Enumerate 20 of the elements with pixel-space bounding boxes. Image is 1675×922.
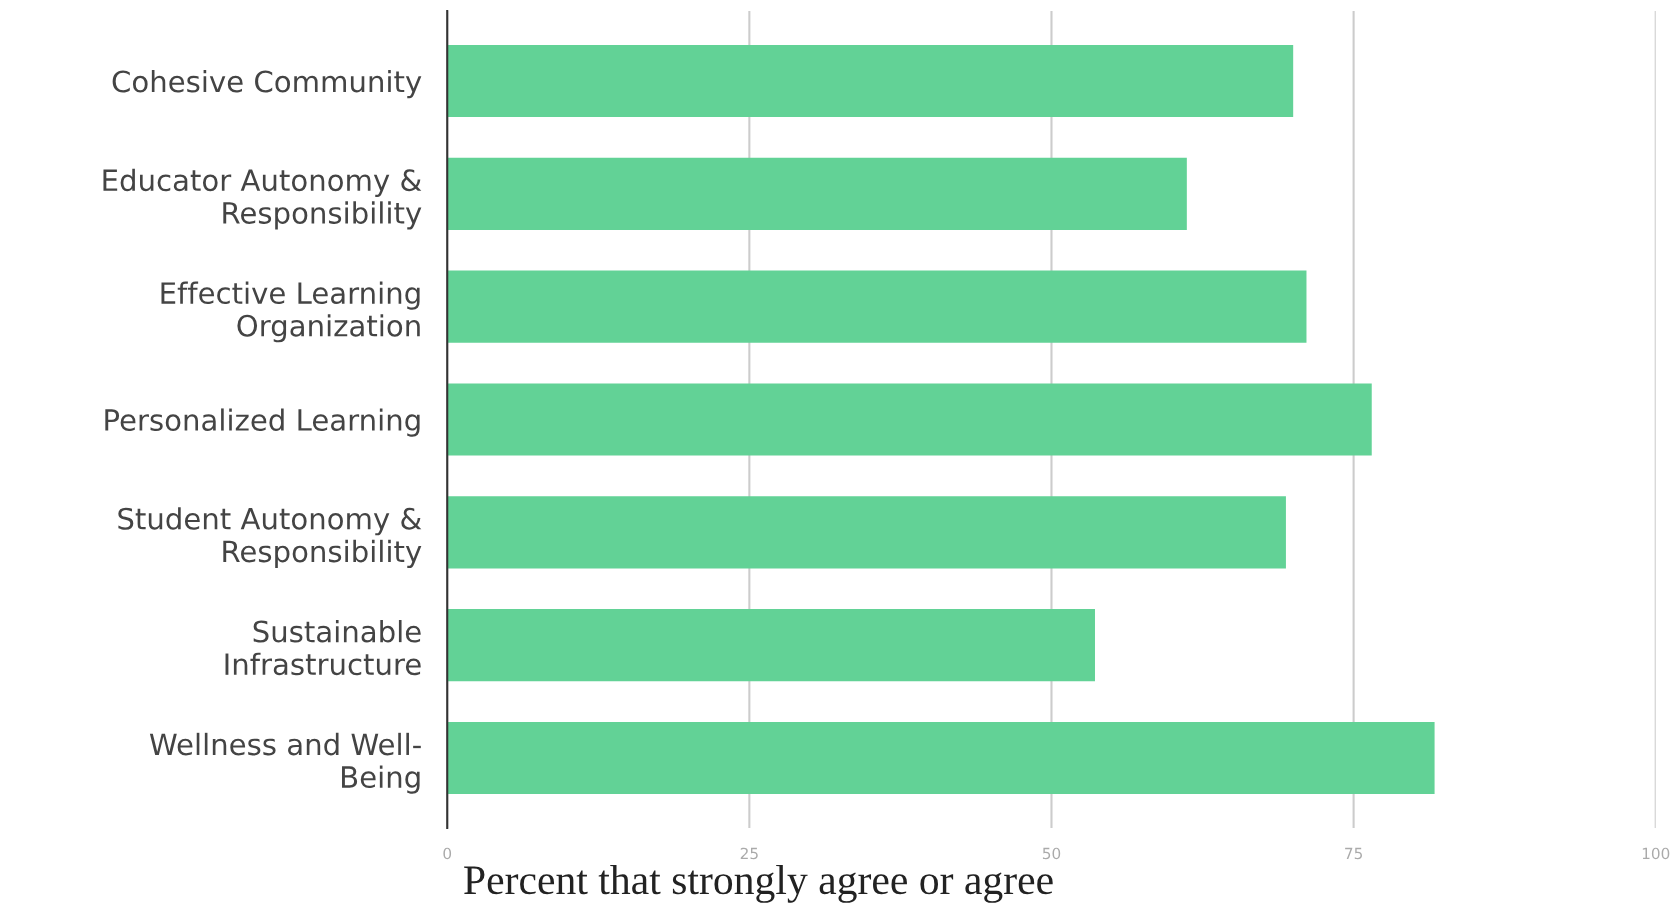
y-tick-label: Sustainable Infrastructure bbox=[225, 619, 421, 676]
x-tick-label: 0 bbox=[443, 847, 452, 860]
y-tick-label: Educator Autonomy & Responsibility bbox=[103, 168, 422, 230]
x-tick-label: 100 bbox=[1642, 847, 1670, 860]
y-tick-label: Cohesive Community bbox=[112, 69, 422, 99]
y-tick-label: Personalized Learning bbox=[105, 408, 420, 437]
y-tick-label: Wellness and Well- Being bbox=[149, 732, 421, 794]
x-axis-title: Percent that strongly agree or agree bbox=[464, 864, 1053, 903]
bar bbox=[447, 721, 1435, 795]
y-tick-label: Effective Learning Organization bbox=[161, 281, 420, 343]
bar bbox=[447, 157, 1187, 230]
bar bbox=[447, 44, 1294, 118]
x-tick-label: 50 bbox=[1042, 847, 1061, 860]
bar bbox=[447, 496, 1286, 569]
bar bbox=[447, 609, 1095, 682]
x-tick-label: 75 bbox=[1345, 847, 1362, 860]
x-tick-label: 25 bbox=[740, 847, 758, 860]
bar bbox=[447, 383, 1372, 456]
bar bbox=[447, 270, 1307, 343]
y-tick-label: Student Autonomy & Responsibility bbox=[118, 507, 422, 569]
